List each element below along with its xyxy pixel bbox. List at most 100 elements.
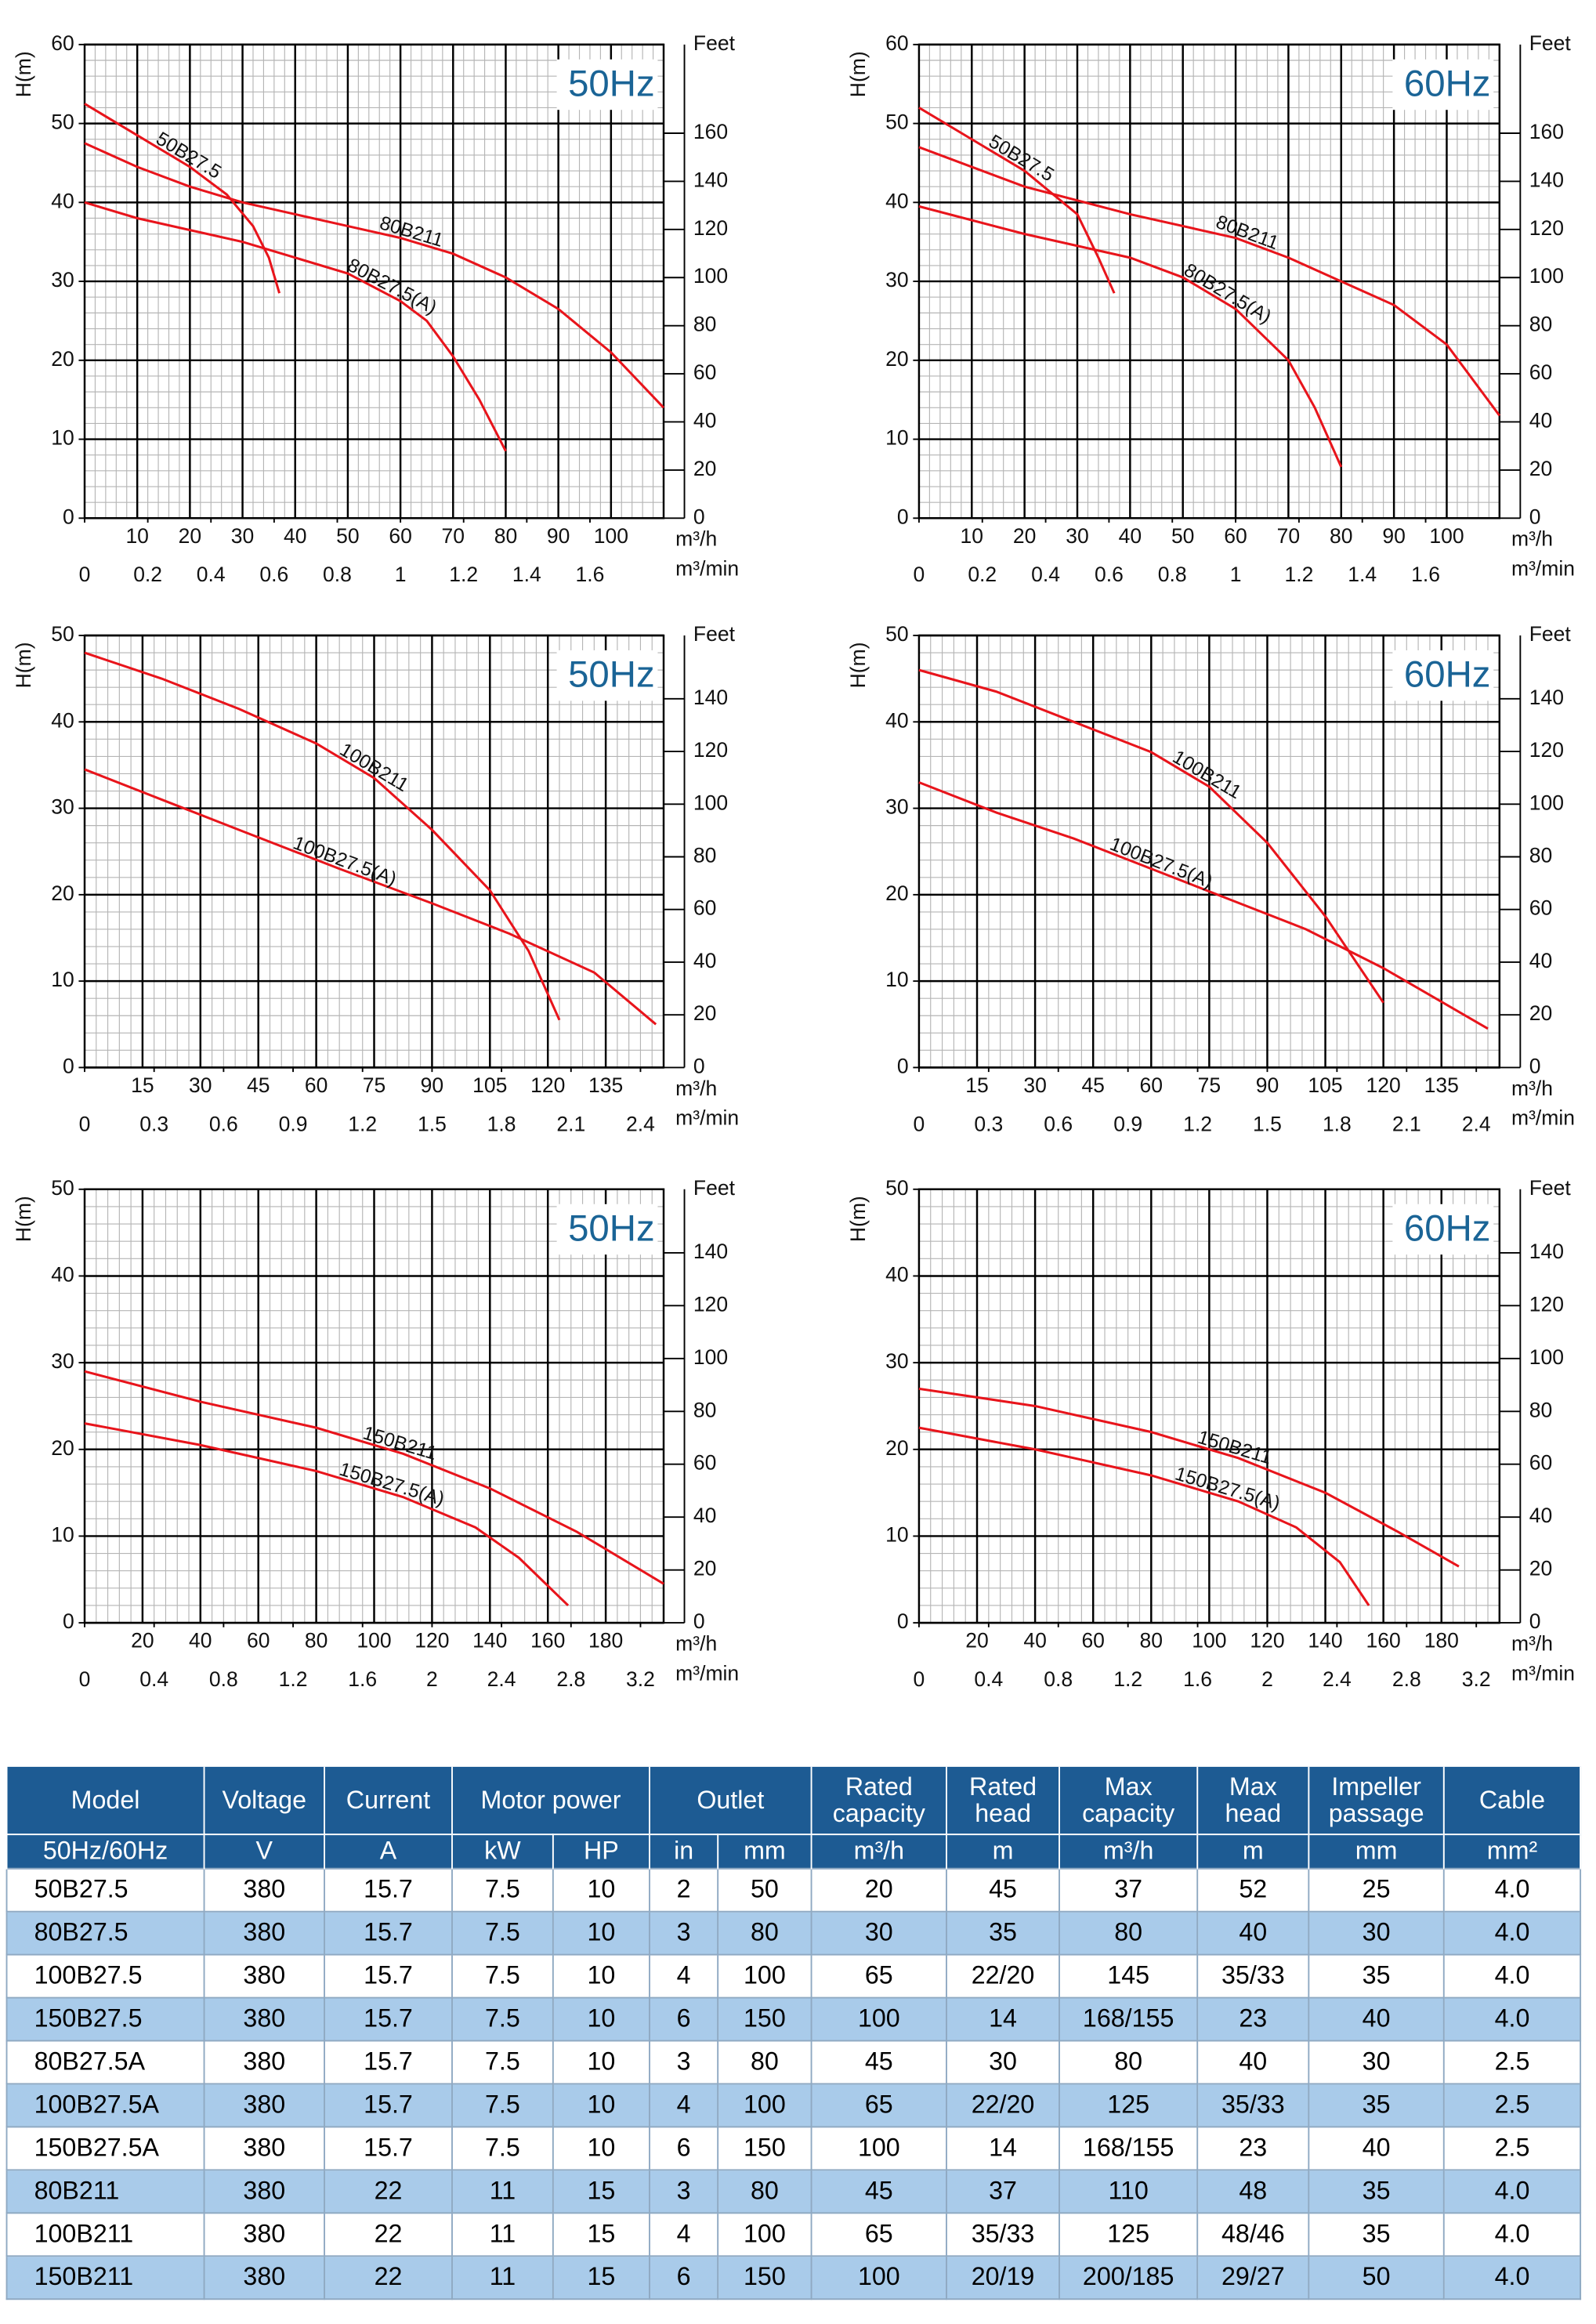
unit-cell: m [946, 1833, 1061, 1869]
x-tick-label: 40 [1023, 1629, 1047, 1653]
x-tick-label: 105 [472, 1073, 507, 1097]
y-axis-label: H(m) [846, 1196, 870, 1242]
unit-cell: mm [1308, 1833, 1445, 1869]
data-cell: 150 [717, 1996, 812, 2042]
y2-tick-label: 120 [693, 738, 728, 762]
y2-tick-label: 80 [693, 1398, 717, 1421]
y-tick-label: 0 [897, 1609, 909, 1633]
y2-axis-label: Feet [1529, 622, 1572, 646]
y-tick-label: 20 [51, 1436, 74, 1460]
data-cell: 380 [203, 2212, 325, 2257]
data-cell: 4.0 [1442, 2212, 1582, 2257]
x2-tick-label: 0.6 [259, 563, 288, 586]
x-tick-label: 20 [131, 1629, 154, 1653]
data-cell: 50 [717, 1867, 812, 1913]
header-cell: Outlet [649, 1766, 812, 1835]
data-cell: 22 [324, 2169, 453, 2214]
annotation-bg [556, 59, 658, 110]
y-tick-label: 40 [885, 708, 909, 732]
curve-label: 50B27.5 [152, 129, 225, 183]
y2-tick-label: 100 [693, 264, 728, 288]
header-cell: Cable [1442, 1766, 1582, 1835]
x-axis-label: m³/h [1511, 527, 1553, 551]
data-cell: 80 [717, 2040, 812, 2085]
y2-tick-label: 0 [1529, 505, 1541, 528]
y-tick-label: 10 [51, 1522, 74, 1546]
data-cell: 110 [1059, 2169, 1199, 2214]
y2-tick-label: 80 [693, 313, 717, 336]
data-cell: 40 [1308, 1996, 1445, 2042]
data-cell: 168/155 [1059, 1996, 1199, 2042]
x2-tick-label: 0.8 [209, 1667, 238, 1691]
x2-axis-label: m³/min [1511, 1106, 1575, 1130]
y-tick-label: 20 [51, 347, 74, 371]
header-cell: Max head [1196, 1766, 1310, 1835]
data-cell: 2 [649, 1867, 719, 1913]
y2-axis-label: Feet [693, 31, 736, 55]
y-tick-label: 40 [885, 1262, 909, 1286]
x2-tick-label: 1.8 [487, 1112, 516, 1135]
x2-tick-label: 0.3 [139, 1112, 168, 1135]
y2-tick-label: 0 [1529, 1609, 1541, 1633]
data-cell: 6 [649, 2255, 719, 2300]
x2-tick-label: 1.5 [418, 1112, 447, 1135]
x-tick-label: 20 [1013, 524, 1037, 548]
data-cell: 100 [717, 2212, 812, 2257]
x-tick-label: 60 [247, 1629, 270, 1653]
y-axis-label: H(m) [12, 51, 35, 97]
y-tick-label: 20 [885, 347, 909, 371]
y-tick-label: 0 [63, 1609, 74, 1633]
x-tick-label: 40 [189, 1629, 212, 1653]
data-cell: 45 [810, 2040, 947, 2085]
x-tick-label: 90 [421, 1073, 444, 1097]
y2-tick-label: 140 [693, 1240, 728, 1263]
x-tick-label: 100 [594, 524, 628, 548]
y2-tick-label: 120 [1529, 738, 1564, 762]
y-tick-label: 0 [63, 505, 74, 528]
y-tick-label: 10 [885, 1522, 909, 1546]
x2-tick-label: 2.4 [626, 1112, 655, 1135]
data-cell: 100 [717, 2083, 812, 2128]
x2-tick-label: 0 [914, 1112, 925, 1135]
data-cell: 20/19 [946, 2255, 1061, 2300]
curve-label: 100B211 [1169, 747, 1245, 804]
data-cell: 14 [946, 1996, 1061, 2042]
x2-tick-label: 0.8 [1158, 563, 1187, 586]
y2-tick-label: 40 [1529, 949, 1553, 972]
x2-tick-label: 1.8 [1323, 1112, 1352, 1135]
data-cell: 65 [810, 2212, 947, 2257]
x-tick-label: 60 [389, 524, 411, 548]
x-tick-label: 80 [305, 1629, 328, 1653]
data-cell: 80B27.5 [5, 1910, 205, 1956]
data-cell: 125 [1059, 2083, 1199, 2128]
y2-axis-label: Feet [1529, 1176, 1572, 1200]
data-cell: 7.5 [451, 2126, 554, 2171]
y-tick-label: 10 [885, 968, 909, 991]
y-tick-label: 30 [51, 1349, 74, 1373]
y-tick-label: 30 [51, 795, 74, 819]
data-cell: 380 [203, 2040, 325, 2085]
y-tick-label: 10 [51, 968, 74, 991]
data-row: 80B211 380 22 11 15 3 80 45 37 110 48 35 4.0 [5, 2169, 1582, 2214]
pump-curve [84, 201, 507, 452]
x2-tick-label: 0.8 [323, 563, 352, 586]
data-cell: 15.7 [324, 2083, 453, 2128]
y2-tick-label: 0 [1529, 1054, 1541, 1077]
x2-tick-label: 0 [79, 1112, 91, 1135]
y-tick-label: 0 [897, 505, 909, 528]
y-tick-label: 50 [885, 1176, 909, 1200]
data-cell: 50B27.5 [5, 1867, 205, 1913]
data-cell: 30 [1308, 2040, 1445, 2085]
data-cell: 10 [552, 2083, 650, 2128]
data-cell: 15.7 [324, 1996, 453, 2042]
x-tick-label: 140 [472, 1629, 507, 1653]
data-cell: 23 [1196, 1996, 1310, 2042]
y2-tick-label: 20 [693, 457, 717, 480]
x2-tick-label: 1.6 [348, 1667, 377, 1691]
data-row: 50B27.5 380 15.7 7.5 10 2 50 20 45 37 52 25 4.0 [5, 1867, 1582, 1913]
y2-tick-label: 40 [693, 408, 717, 432]
data-cell: 7.5 [451, 1867, 554, 1913]
data-cell: 2.5 [1442, 2040, 1582, 2085]
